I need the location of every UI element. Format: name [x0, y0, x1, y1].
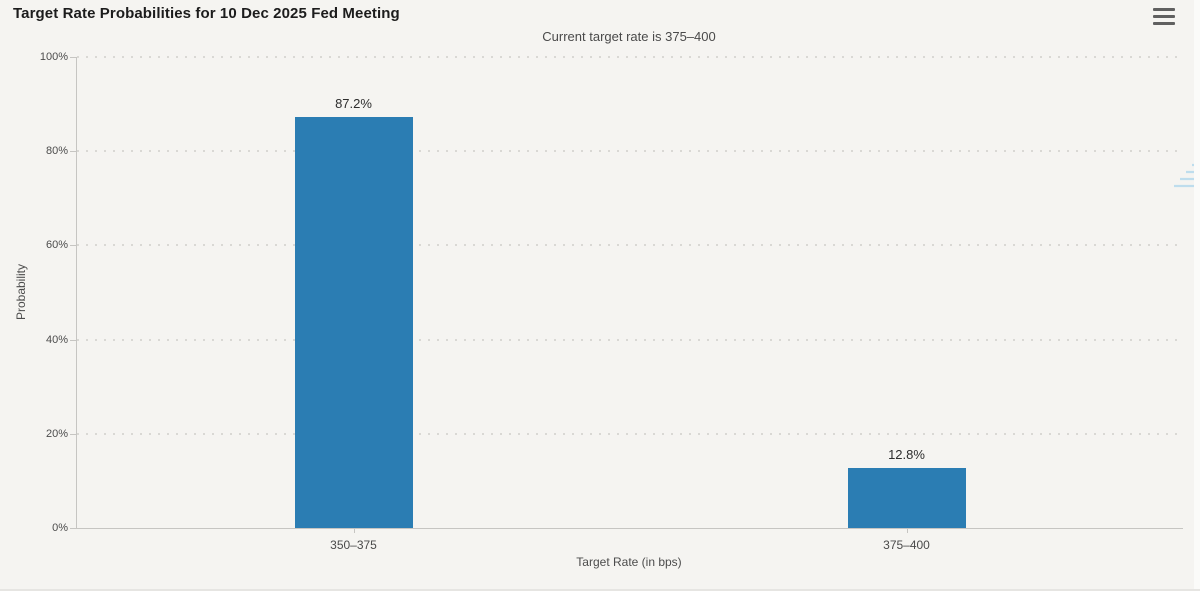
y-tick-mark — [70, 528, 76, 529]
bar-value-label: 12.8% — [888, 446, 925, 462]
gridline — [77, 150, 1181, 153]
page-title: Target Rate Probabilities for 10 Dec 202… — [13, 5, 400, 22]
probability-bar[interactable] — [847, 467, 966, 528]
x-axis-title: Target Rate (in bps) — [576, 555, 682, 569]
gridline — [77, 56, 1181, 58]
y-tick-mark — [70, 339, 76, 341]
y-tick-label: 100% — [39, 51, 68, 63]
x-tick-label: 350–375 — [330, 538, 377, 552]
y-tick-mark — [70, 245, 76, 247]
y-tick-label: 60% — [45, 239, 68, 252]
bar-value-label: 87.2% — [335, 96, 372, 112]
y-tick-label: 20% — [45, 427, 68, 440]
y-tick-mark — [70, 151, 76, 153]
right-edge-strip — [1194, 0, 1200, 591]
y-tick-mark — [70, 57, 76, 58]
x-tick-label: 375–400 — [883, 538, 930, 552]
x-tick-mark — [906, 529, 908, 533]
y-tick-mark — [70, 433, 76, 435]
chart-subtitle: Current target rate is 375–400 — [542, 29, 716, 44]
y-tick-label: 0% — [52, 522, 68, 534]
hamburger-bar — [1153, 22, 1175, 25]
hamburger-bar — [1153, 15, 1175, 18]
y-axis-labels: 0% 20% 40% 60% 80% 100% — [0, 51, 68, 534]
x-tick-mark — [353, 529, 355, 533]
y-axis-title: Probability — [14, 263, 28, 321]
gridline — [77, 432, 1181, 435]
probability-bar[interactable] — [294, 117, 413, 528]
y-tick-label: 80% — [45, 145, 68, 158]
y-tick-label: 40% — [45, 333, 68, 346]
gridline — [77, 338, 1181, 341]
bottom-edge-strip — [0, 589, 1200, 591]
hamburger-bar — [1153, 8, 1175, 11]
gridline — [77, 244, 1181, 247]
hamburger-icon[interactable] — [1153, 8, 1175, 26]
